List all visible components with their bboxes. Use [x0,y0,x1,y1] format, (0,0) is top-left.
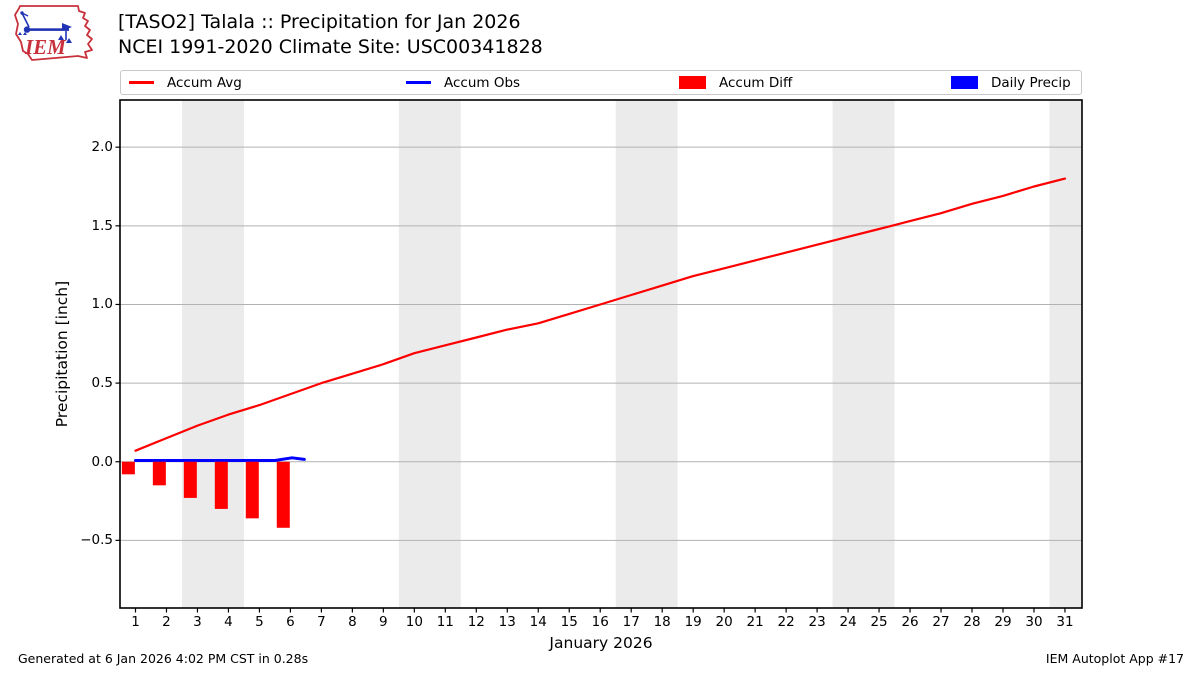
x-tick-label: 22 [777,614,795,630]
legend: Accum Avg Accum Obs Accum Diff Daily Precip [120,70,1082,95]
x-tick-label: 10 [405,614,423,630]
generated-timestamp: Generated at 6 Jan 2026 4:02 PM CST in 0… [18,651,309,666]
legend-label: Accum Obs [444,74,521,91]
y-tick-label: 1.0 [91,296,113,313]
plot-area [115,99,1083,613]
x-tick-label: 21 [746,614,764,630]
chart-title: [TASO2] Talala :: Precipitation for Jan … [118,11,521,33]
x-tick-label: 18 [653,614,671,630]
x-tick-label: 3 [193,614,202,630]
iem-logo: IEM [8,4,100,64]
bar-accum-diff [121,461,135,475]
legend-swatch-icon [406,81,431,84]
x-tick-label: 29 [994,614,1012,630]
x-tick-label: 19 [684,614,702,630]
x-tick-label: 12 [467,614,485,630]
legend-item-accum-avg: Accum Avg [129,71,242,94]
logo-text: IEM [24,35,67,59]
x-tick-label: 30 [1025,614,1043,630]
x-tick-label: 13 [498,614,516,630]
x-tick-label: 14 [529,614,547,630]
y-tick-label: 0.0 [91,453,113,470]
x-tick-label: 20 [715,614,733,630]
legend-label: Accum Avg [167,74,242,91]
bar-accum-diff [276,461,290,528]
bar-accum-diff [183,461,197,498]
x-tick-label: 11 [436,614,454,630]
y-tick-label: 2.0 [91,139,113,156]
x-tick-label: 6 [286,614,295,630]
x-axis-label: January 2026 [549,634,653,652]
weekend-band [181,100,244,608]
weekend-band [615,100,678,608]
y-tick-label: 0.5 [91,375,113,392]
legend-label: Daily Precip [991,74,1071,91]
x-tick-label: 17 [622,614,640,630]
x-tick-label: 31 [1056,614,1074,630]
iowa-outline-icon: IEM [14,5,93,61]
weekend-band [398,100,461,608]
app-credit: IEM Autoplot App #17 [1045,651,1184,666]
weekend-band [1049,100,1082,608]
bar-accum-diff [214,461,228,509]
bar-accum-diff [152,461,166,486]
x-tick-label: 16 [591,614,609,630]
x-tick-label: 4 [224,614,233,630]
legend-item-daily-precip: Daily Precip [951,71,1071,94]
y-tick-label: −0.5 [80,532,113,549]
legend-swatch-icon [129,81,154,84]
x-tick-label: 28 [963,614,981,630]
x-tick-label: 27 [932,614,950,630]
x-tick-label: 26 [901,614,919,630]
chart-titles: [TASO2] Talala :: Precipitation for Jan … [118,10,543,60]
chart-subtitle: NCEI 1991-2020 Climate Site: USC00341828 [118,36,543,58]
plot-border [119,99,1083,609]
x-tick-label: 9 [379,614,388,630]
y-tick-label: 1.5 [91,217,113,234]
weekend-band [832,100,895,608]
x-tick-label: 23 [808,614,826,630]
x-tick-label: 15 [560,614,578,630]
x-tick-label: 1 [131,614,140,630]
x-tick-label: 7 [317,614,326,630]
x-tick-label: 25 [870,614,888,630]
x-tick-label: 2 [162,614,171,630]
x-tick-label: 8 [348,614,357,630]
bar-accum-diff [245,461,259,519]
x-tick-label: 24 [839,614,857,630]
legend-swatch-icon [951,76,978,89]
legend-label: Accum Diff [719,74,793,91]
line-accum-avg [134,177,1067,452]
legend-swatch-icon [679,76,706,89]
y-axis-label: Precipitation [inch] [53,280,71,428]
weather-vane-icon [18,11,72,43]
line-accum-obs [134,456,306,462]
legend-item-accum-diff: Accum Diff [679,71,792,94]
x-tick-label: 5 [255,614,264,630]
legend-item-accum-obs: Accum Obs [406,71,520,94]
